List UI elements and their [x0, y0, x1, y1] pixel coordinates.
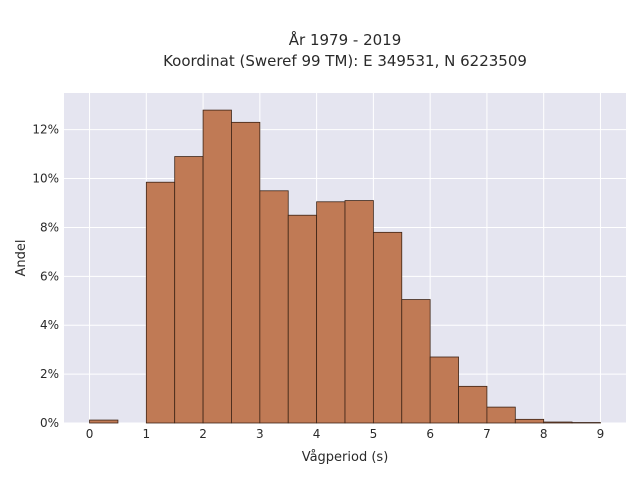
histogram-bar [514, 418, 545, 424]
x-tick-label: 8 [540, 427, 548, 441]
histogram-bar [89, 419, 119, 424]
histogram-bar [344, 200, 374, 424]
x-tick-label: 1 [142, 427, 150, 441]
bars [89, 109, 601, 424]
histogram-bar [202, 109, 232, 424]
y-tick-label: 10% [32, 172, 59, 186]
histogram-bar [287, 214, 318, 424]
chart-title-line-1: År 1979 - 2019 [289, 30, 402, 49]
x-axis-ticks: 0 1 2 3 4 5 6 7 8 9 [86, 427, 605, 441]
x-tick-label: 3 [256, 427, 264, 441]
x-tick-label: 4 [313, 427, 321, 441]
histogram-bar [458, 385, 488, 424]
histogram-bar [259, 190, 289, 424]
histogram-bar [372, 231, 403, 424]
x-axis-label: Vågperiod (s) [302, 450, 389, 465]
x-tick-label: 9 [597, 427, 605, 441]
x-tick-label: 6 [426, 427, 434, 441]
x-tick-label: 2 [199, 427, 207, 441]
y-tick-label: 0% [40, 416, 59, 430]
histogram-bar [231, 121, 261, 424]
x-tick-label: 7 [483, 427, 491, 441]
chart-title-line-2: Koordinat (Sweref 99 TM): E 349531, N 62… [163, 52, 527, 70]
y-tick-label: 2% [40, 367, 59, 381]
histogram-bar [543, 421, 573, 424]
histogram-bar [401, 299, 431, 424]
y-axis-ticks: 0% 2% 4% 6% 8% 10% 12% [32, 123, 59, 430]
y-tick-label: 6% [40, 269, 59, 283]
y-tick-label: 4% [40, 318, 59, 332]
y-tick-label: 8% [40, 220, 59, 234]
histogram-bar [486, 406, 516, 424]
y-tick-label: 12% [32, 123, 59, 137]
histogram-bar [145, 181, 176, 424]
histogram-bar [174, 156, 204, 424]
histogram-bar [429, 356, 459, 424]
x-tick-label: 0 [86, 427, 94, 441]
x-tick-label: 5 [370, 427, 378, 441]
histogram-bar [316, 201, 346, 424]
y-axis-label: Andel [14, 240, 29, 277]
